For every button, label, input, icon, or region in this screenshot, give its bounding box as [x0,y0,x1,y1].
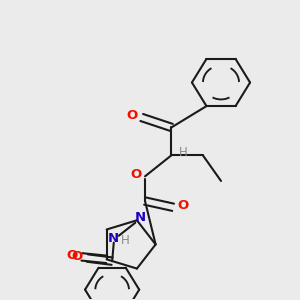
Text: H: H [121,234,130,247]
Text: N: N [108,232,119,245]
Text: O: O [127,110,138,122]
Text: O: O [66,249,78,262]
Text: H: H [178,146,188,159]
Text: O: O [72,250,83,263]
Text: N: N [135,211,146,224]
Text: O: O [130,168,141,181]
Text: O: O [177,199,189,212]
